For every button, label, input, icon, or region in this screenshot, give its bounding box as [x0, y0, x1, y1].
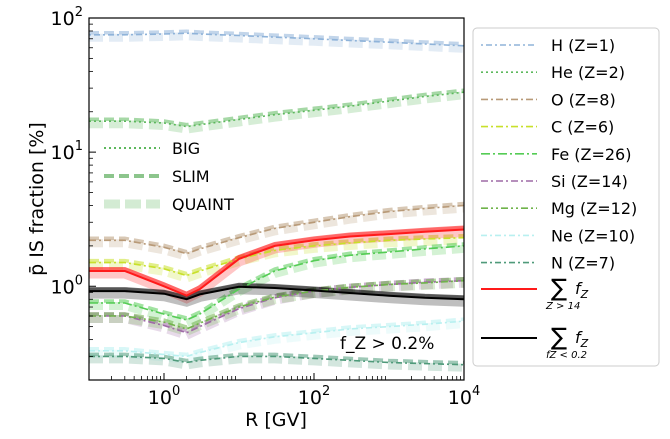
- series-band-slim: [89, 88, 464, 127]
- series-legend-label: Ne (Z=10): [551, 226, 635, 245]
- series-band-quaint: [89, 236, 464, 283]
- series-line: [89, 228, 464, 297]
- y-tick-label: 101: [51, 139, 83, 164]
- y-tick-label: 100: [51, 273, 83, 298]
- series-band-slim: [89, 29, 464, 46]
- series-line: [89, 236, 464, 277]
- series-legend-label: Mg (Z=12): [551, 199, 637, 218]
- series-line: [89, 279, 464, 334]
- series-legend-condition: fZ < 0.2: [546, 350, 587, 361]
- series-band-slim: [89, 242, 464, 320]
- model-legend-label: SLIM: [172, 167, 210, 186]
- series-band-quaint: [89, 32, 464, 53]
- series-legend-label: N (Z=7): [551, 254, 615, 273]
- threshold-annotation: f_Z > 0.2%: [340, 334, 434, 354]
- series-band-quaint: [89, 283, 464, 307]
- series-line: [89, 320, 464, 358]
- series-legend-label: He (Z=2): [551, 63, 625, 82]
- series-band-quaint: [89, 355, 464, 372]
- series-legend-label: Si (Z=14): [551, 172, 628, 191]
- series-band-slim: [89, 276, 464, 329]
- series-legend-sum-symbol: ∑: [551, 274, 567, 302]
- series-band-slim: [89, 225, 464, 296]
- series-legend-condition: Z > 14: [545, 301, 580, 312]
- series-band-slim: [89, 352, 464, 365]
- series-legend-label: Fe (Z=26): [551, 145, 631, 164]
- model-legend: BIG SLIM QUAINT: [104, 139, 234, 214]
- series-legend-label: C (Z=6): [551, 118, 614, 137]
- legend-box: [472, 27, 660, 367]
- series-legend-sum-symbol: ∑: [551, 323, 567, 351]
- series-band-slim: [89, 276, 464, 333]
- model-legend-label: BIG: [172, 139, 200, 158]
- series-lines: [89, 32, 464, 366]
- x-tick-label: 100: [148, 384, 180, 409]
- series-band-quaint: [89, 226, 464, 304]
- series-band-quaint: [89, 91, 464, 134]
- series-band-slim: [89, 201, 464, 254]
- series-legend-label: H (Z=1): [551, 36, 615, 55]
- series-band-quaint: [89, 244, 464, 328]
- series-line: [89, 285, 464, 301]
- plot-frame: [88, 17, 465, 381]
- series-line: [89, 245, 464, 321]
- series-line: [89, 355, 464, 366]
- y-tick-label: 102: [51, 5, 83, 30]
- y-axis-label: p̄ IS fraction [%]: [26, 122, 48, 276]
- x-tick-label: 104: [448, 384, 480, 409]
- series-band-slim: [89, 317, 464, 357]
- x-axis-label: R [GV]: [245, 409, 307, 431]
- series-band-quaint: [89, 204, 464, 261]
- x-tick-label: 102: [298, 384, 330, 409]
- x-axis: 100 102 104: [111, 373, 480, 409]
- series-band-slim: [89, 282, 464, 300]
- model-bands: [89, 29, 464, 372]
- series-band-quaint: [89, 279, 464, 337]
- model-legend-label: QUAINT: [172, 195, 234, 214]
- series-legend-label: O (Z=8): [551, 90, 616, 109]
- series-band-quaint: [89, 279, 464, 341]
